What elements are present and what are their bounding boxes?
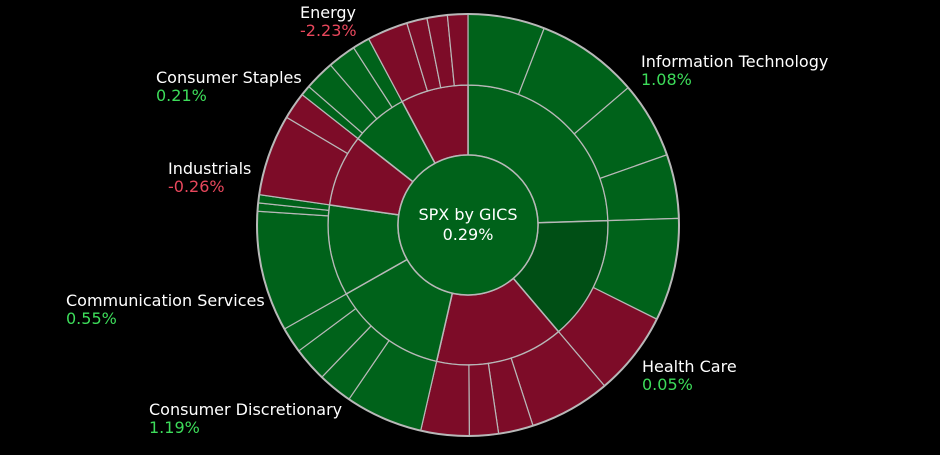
center-title: SPX by GICS <box>418 205 517 224</box>
label-health-care[interactable]: Health Care 0.05% <box>642 358 737 394</box>
label-energy-name: Energy <box>300 3 357 22</box>
label-communication-services[interactable]: Communication Services 0.55% <box>66 292 265 328</box>
label-industrials[interactable]: Industrials -0.26% <box>168 160 251 196</box>
label-energy[interactable]: Energy -2.23% <box>300 4 357 40</box>
center-total-change: 0.29% <box>443 225 494 244</box>
label-energy-change: -2.23% <box>300 21 357 40</box>
label-industrials-name: Industrials <box>168 159 252 178</box>
label-information-technology[interactable]: Information Technology 1.08% <box>641 53 828 89</box>
label-consumer-staples-name: Consumer Staples <box>156 68 302 87</box>
label-health-care-change: 0.05% <box>642 375 693 394</box>
label-consumer-discretionary[interactable]: Consumer Discretionary 1.19% <box>149 401 342 437</box>
outer-ring <box>256 13 680 437</box>
label-health-care-name: Health Care <box>642 357 737 376</box>
label-consumer-staples-change: 0.21% <box>156 86 207 105</box>
label-consumer-discretionary-change: 1.19% <box>149 418 200 437</box>
label-industrials-change: -0.26% <box>168 177 225 196</box>
label-consumer-discretionary-name: Consumer Discretionary <box>149 400 343 419</box>
label-communication-services-change: 0.55% <box>66 309 117 328</box>
label-communication-services-name: Communication Services <box>66 291 265 310</box>
label-consumer-staples[interactable]: Consumer Staples 0.21% <box>156 69 302 105</box>
center-disc[interactable] <box>397 154 539 296</box>
label-information-technology-name: Information Technology <box>641 52 829 71</box>
label-information-technology-change: 1.08% <box>641 70 692 89</box>
